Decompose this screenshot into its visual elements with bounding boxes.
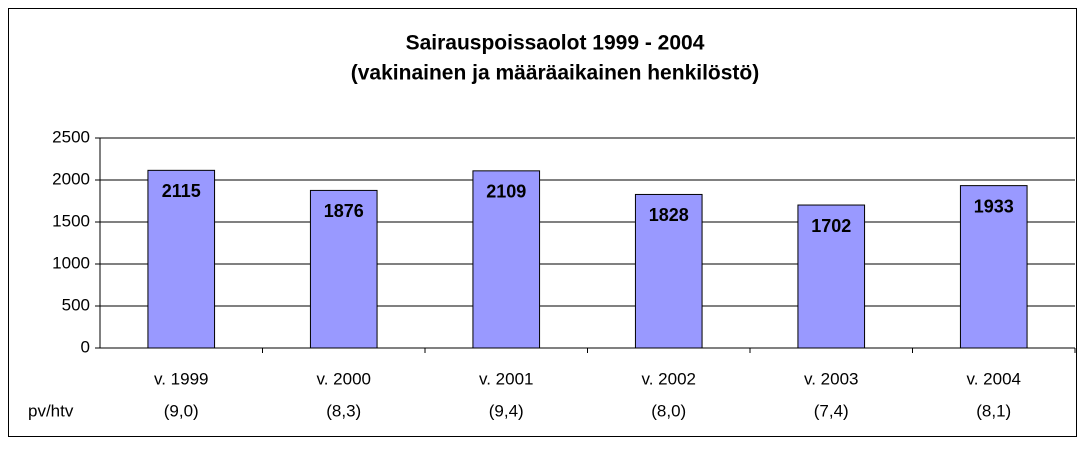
x-tick-note: (8,3) <box>326 401 361 420</box>
data-label: 1702 <box>811 216 851 236</box>
chart-subtitle: (vakinainen ja määräaikainen henkilöstö) <box>351 62 760 85</box>
x-tick-note: (8,1) <box>976 401 1011 420</box>
x-tick-note: (9,0) <box>164 401 199 420</box>
y-tick-label: 2500 <box>52 127 90 146</box>
x-tick-note: (9,4) <box>489 401 524 420</box>
x-tick-label: v. 2002 <box>641 369 696 388</box>
data-label: 1933 <box>974 196 1014 216</box>
bar <box>797 204 866 349</box>
row-label: pv/htv <box>28 401 74 420</box>
y-tick-label: 1500 <box>52 211 90 230</box>
x-tick-label: v. 2004 <box>966 369 1021 388</box>
data-label: 2109 <box>486 182 526 202</box>
x-tick-note: (8,0) <box>651 401 686 420</box>
bar <box>309 189 378 349</box>
x-tick-label: v. 2000 <box>316 369 371 388</box>
x-tick-note: (7,4) <box>814 401 849 420</box>
bar <box>147 169 216 349</box>
x-tick-label: v. 2001 <box>479 369 534 388</box>
bar <box>634 193 703 349</box>
x-tick-label: v. 2003 <box>804 369 859 388</box>
bar <box>959 185 1028 349</box>
x-tick-label: v. 1999 <box>154 369 209 388</box>
data-label: 1828 <box>649 205 689 225</box>
data-label: 2115 <box>162 181 201 201</box>
data-label: 1876 <box>324 201 364 221</box>
y-tick-label: 0 <box>81 337 90 356</box>
y-tick-label: 2000 <box>52 169 90 188</box>
chart-title: Sairauspoissaolot 1999 - 2004 <box>406 32 705 55</box>
bar <box>472 170 541 349</box>
y-tick-label: 500 <box>62 295 90 314</box>
y-tick-label: 1000 <box>52 253 90 272</box>
